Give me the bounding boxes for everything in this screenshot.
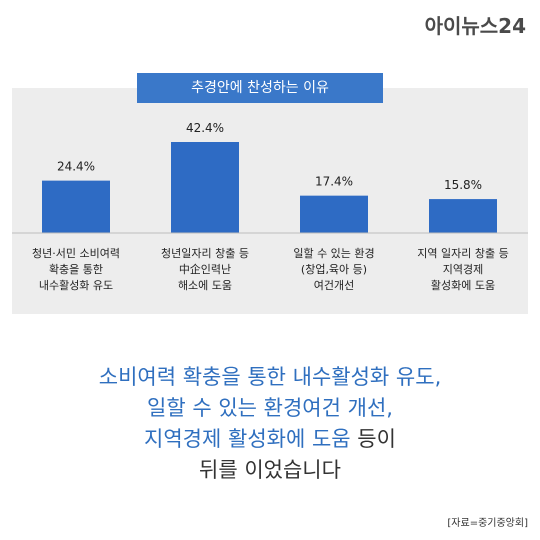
source-note: [자료=중기중앙회]: [447, 518, 528, 529]
value-label: 17.4%: [315, 175, 353, 189]
headline-line2: 일할 수 있는 환경여건 개선,: [147, 396, 393, 420]
headline-line1: 소비여력 확충을 통한 내수활성화 유도,: [98, 365, 442, 389]
value-label: 42.4%: [186, 121, 224, 135]
category-label: 지역 일자리 창출 등 지역경제 활성화에 도움: [417, 247, 509, 292]
site-logo: 아이뉴스24: [424, 14, 526, 38]
headline-line3: 지역경제 활성화에 도움 등이: [0, 424, 540, 455]
category-label: 일할 수 있는 환경 (창업,육아 등) 여건개선: [293, 247, 375, 292]
headline: 소비여력 확충을 통한 내수활성화 유도, 일할 수 있는 환경여건 개선, 지…: [0, 362, 540, 486]
category-label: 청년일자리 창출 등 中企인력난 해소에 도움: [161, 247, 249, 292]
bar: [171, 142, 239, 233]
chart-title: 추경안에 찬성하는 이유: [137, 73, 383, 103]
category-label: 청년·서민 소비여력 확충을 통한 내수활성화 유도: [32, 247, 120, 292]
value-label: 24.4%: [57, 160, 95, 174]
bar: [42, 180, 110, 233]
bar: [429, 199, 497, 233]
value-label: 15.8%: [444, 178, 482, 192]
bar-chart: 24.4% 42.4% 17.4% 15.8%: [12, 121, 528, 234]
headline-line3-blue: 지역경제 활성화에 도움: [144, 427, 351, 451]
headline-line3-dark: 등이: [350, 427, 396, 451]
headline-line4: 뒤를 이었습니다: [199, 458, 341, 482]
bar: [300, 195, 368, 233]
